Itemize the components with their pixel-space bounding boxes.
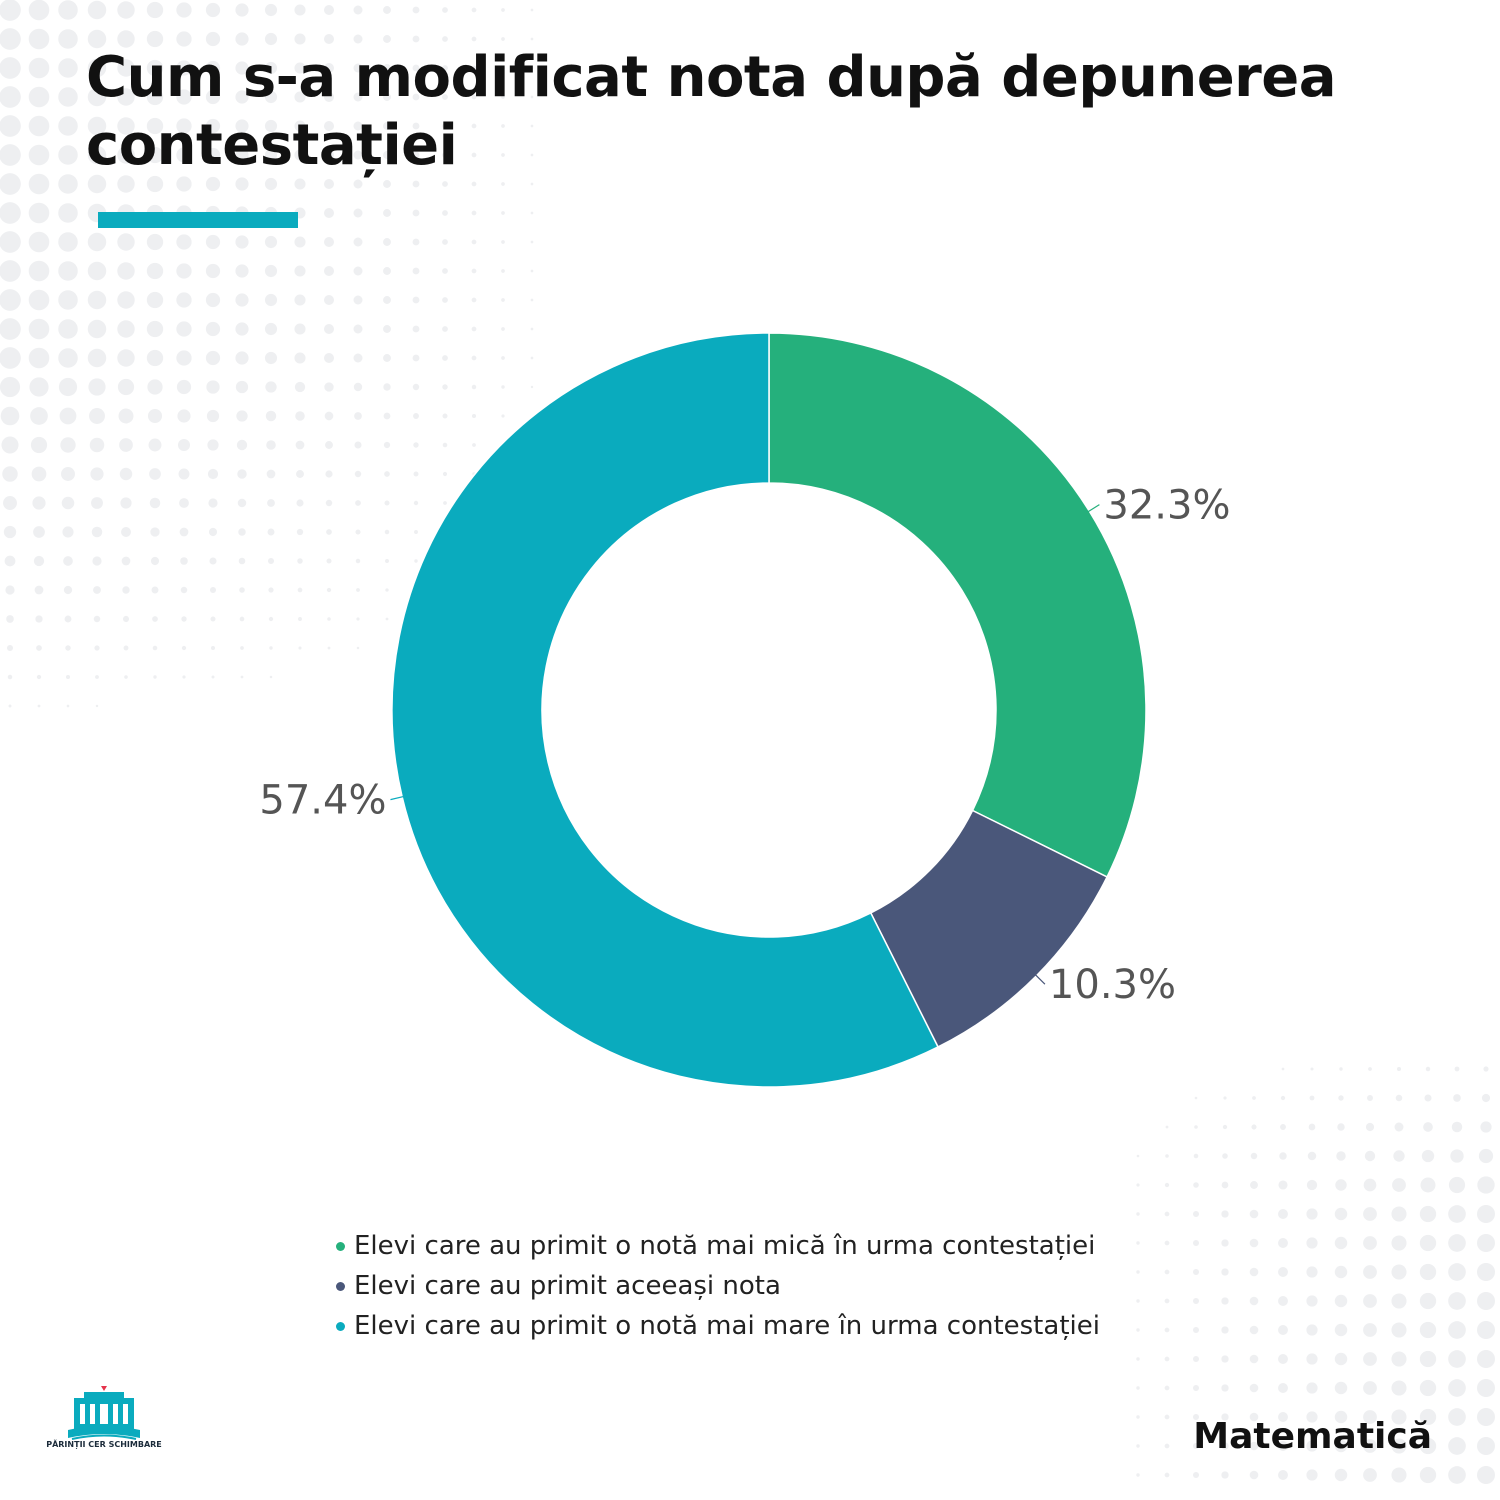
data-label: 32.3% xyxy=(1103,483,1230,529)
data-label: 57.4% xyxy=(259,778,386,824)
leader-line xyxy=(390,795,407,801)
legend-label: Elevi care au primit o notă mai mare în … xyxy=(354,1311,1100,1341)
legend-label: Elevi care au primit o notă mai mică în … xyxy=(354,1231,1096,1261)
data-label: 10.3% xyxy=(1049,962,1176,1008)
legend-item: Elevi care au primit o notă mai mică în … xyxy=(336,1226,1100,1266)
legend-swatch xyxy=(336,1281,345,1291)
logo-caption: PĂRINȚII CER SCHIMBARE xyxy=(46,1440,162,1449)
legend-item: Elevi care au primit o notă mai mare în … xyxy=(336,1306,1100,1346)
school-logo-icon xyxy=(68,1386,140,1440)
title-accent-bar xyxy=(98,212,298,228)
chart-legend: Elevi care au primit o notă mai mică în … xyxy=(336,1226,1100,1346)
donut-slice xyxy=(391,332,940,1088)
legend-swatch xyxy=(336,1321,345,1331)
legend-item: Elevi care au primit aceeași nota xyxy=(336,1266,1100,1306)
subject-label: Matematică xyxy=(1193,1416,1432,1457)
leader-line xyxy=(1033,972,1046,985)
legend-swatch xyxy=(336,1241,345,1251)
chart-title: Cum s-a modificat nota după depunerea co… xyxy=(86,45,1337,178)
leader-line xyxy=(1085,504,1100,514)
legend-label: Elevi care au primit aceeași nota xyxy=(354,1271,781,1301)
donut-slice xyxy=(768,332,1147,878)
